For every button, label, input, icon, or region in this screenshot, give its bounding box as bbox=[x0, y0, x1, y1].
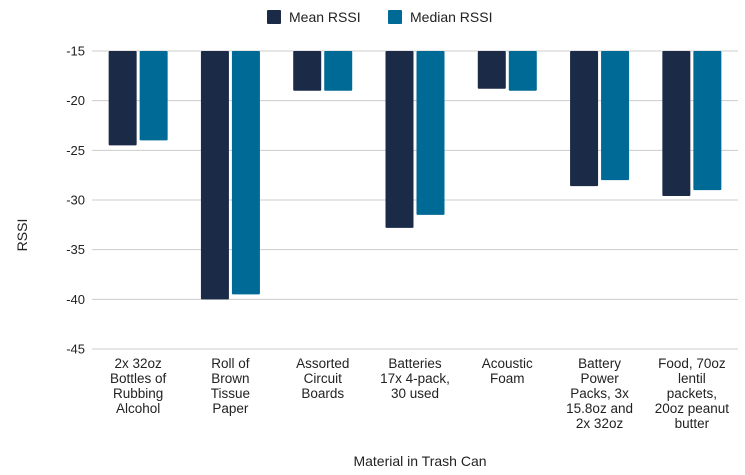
y-tick-label: -40 bbox=[66, 292, 85, 307]
x-category-label: Acoustic Foam bbox=[482, 356, 533, 386]
legend-swatch-mean bbox=[267, 10, 281, 24]
x-category-line: Assorted bbox=[296, 356, 349, 371]
y-tick-label: -45 bbox=[66, 342, 85, 357]
y-tick-label: -25 bbox=[66, 143, 85, 158]
x-category-line: Acoustic bbox=[482, 356, 533, 371]
x-category-line: 2x 32oz bbox=[576, 416, 624, 431]
x-category-line: Brown bbox=[211, 371, 249, 386]
x-category-label: Batteries 17x 4-pack, 30 used bbox=[380, 356, 450, 401]
x-axis-title: Material in Trash Can bbox=[353, 453, 486, 469]
x-category-label: Assorted Circuit Boards bbox=[296, 356, 349, 401]
x-category-line: Boards bbox=[301, 386, 344, 401]
x-category-line: Tissue bbox=[211, 386, 250, 401]
x-category-line: butter bbox=[675, 416, 710, 431]
legend: Mean RSSI Median RSSI bbox=[267, 9, 492, 25]
x-category-line: lentil bbox=[678, 371, 706, 386]
bar-median-1 bbox=[231, 51, 260, 295]
bar-mean-0 bbox=[108, 51, 137, 146]
y-tick-label: -30 bbox=[66, 193, 85, 208]
x-category-label: Battery Power Packs, 3x 15.8oz and 2x 32oz bbox=[566, 356, 633, 431]
x-category-line: Paper bbox=[212, 401, 249, 416]
bar-median-6 bbox=[693, 51, 722, 191]
y-axis-title: RSSI bbox=[14, 219, 30, 252]
x-category-label: Food, 70oz lentil packets, 20oz peanut butte… bbox=[655, 356, 730, 431]
bar-mean-6 bbox=[662, 51, 691, 197]
x-category-label: Roll of Brown Tissue Paper bbox=[211, 356, 250, 416]
x-category-line: 15.8oz and bbox=[566, 401, 633, 416]
x-category-line: Power bbox=[580, 371, 619, 386]
x-category-line: Rubbing bbox=[113, 386, 163, 401]
y-tick-label: -20 bbox=[66, 93, 85, 108]
x-category-line: 2x 32oz bbox=[114, 356, 162, 371]
x-category-line: Roll of bbox=[211, 356, 250, 371]
bar-mean-2 bbox=[293, 51, 322, 91]
gridlines bbox=[92, 50, 738, 350]
x-category-line: Alcohol bbox=[116, 401, 160, 416]
bar-median-5 bbox=[601, 51, 630, 181]
bar-mean-3 bbox=[385, 51, 414, 228]
bars bbox=[108, 51, 722, 300]
x-category-line: 30 used bbox=[391, 386, 439, 401]
bar-median-2 bbox=[324, 51, 353, 91]
legend-label-mean: Mean RSSI bbox=[289, 9, 361, 25]
x-category-line: Food, 70oz bbox=[658, 356, 726, 371]
bar-median-3 bbox=[416, 51, 445, 215]
x-category-line: Circuit bbox=[304, 371, 343, 386]
x-category-label: 2x 32oz Bottles of Rubbing Alcohol bbox=[110, 356, 167, 416]
y-tick-label: -15 bbox=[66, 44, 85, 59]
x-category-line: 20oz peanut bbox=[655, 401, 730, 416]
y-axis-ticks: -15 -20 -25 -30 -35 -40 -45 bbox=[66, 44, 85, 357]
x-category-line: Foam bbox=[490, 371, 525, 386]
bar-mean-1 bbox=[200, 51, 229, 300]
bar-mean-4 bbox=[477, 51, 506, 89]
x-category-line: packets, bbox=[667, 386, 717, 401]
bar-mean-5 bbox=[570, 51, 599, 187]
x-category-line: Packs, 3x bbox=[570, 386, 629, 401]
legend-swatch-median bbox=[388, 10, 402, 24]
bar-median-4 bbox=[508, 51, 537, 91]
legend-label-median: Median RSSI bbox=[410, 9, 492, 25]
bar-median-0 bbox=[139, 51, 168, 141]
x-category-line: Batteries bbox=[388, 356, 442, 371]
x-category-line: Battery bbox=[578, 356, 621, 371]
x-category-line: Bottles of bbox=[110, 371, 167, 386]
y-tick-label: -35 bbox=[66, 242, 85, 257]
x-category-line: 17x 4-pack, bbox=[380, 371, 450, 386]
